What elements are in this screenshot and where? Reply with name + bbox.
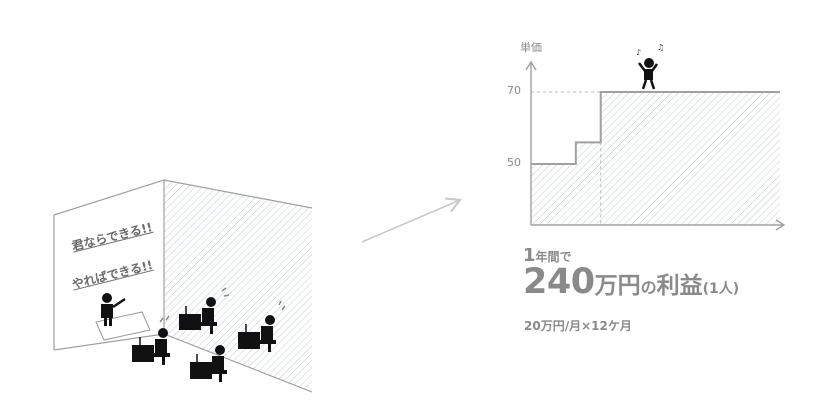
music-note-icon: ♪ (636, 48, 641, 57)
student-2 (132, 315, 170, 365)
chart-guides (531, 91, 602, 225)
profit-no: の (640, 278, 657, 297)
teacher-figure (95, 293, 151, 341)
chart-area-fill (531, 92, 780, 225)
y-tick-label-50: 50 (507, 156, 521, 169)
profit-formula: 20万円/月×12ケ月 (524, 319, 632, 333)
step-fill-2 (600, 92, 780, 225)
step-fill-1 (575, 142, 601, 225)
room-right-wall (164, 180, 312, 392)
music-notes-icon: ♫ (657, 43, 664, 52)
profit-rieki: 利益 (656, 273, 703, 299)
student-1 (179, 287, 230, 334)
transition-arrow (361, 200, 460, 243)
celebrating-person (638, 58, 659, 90)
profit-per-person: (1人) (702, 281, 740, 297)
y-tick-label-70: 70 (507, 84, 521, 97)
y-axis-label: 単価 (520, 41, 542, 54)
x-axis-arrow (775, 219, 786, 231)
profit-amount: 240 (523, 262, 595, 302)
step-fill-0 (531, 164, 576, 225)
unit-price-step-line (531, 91, 780, 165)
student-3 (238, 300, 286, 352)
y-axis-arrow (525, 60, 537, 71)
teacher-podium (95, 311, 151, 341)
profit-one: 1 (523, 245, 536, 266)
profit-statement: 1年間で 240万円の利益(1人) (523, 247, 739, 300)
profit-year: 年間で (535, 250, 572, 264)
profit-unit: 万円 (594, 273, 641, 299)
student-4 (190, 345, 227, 382)
